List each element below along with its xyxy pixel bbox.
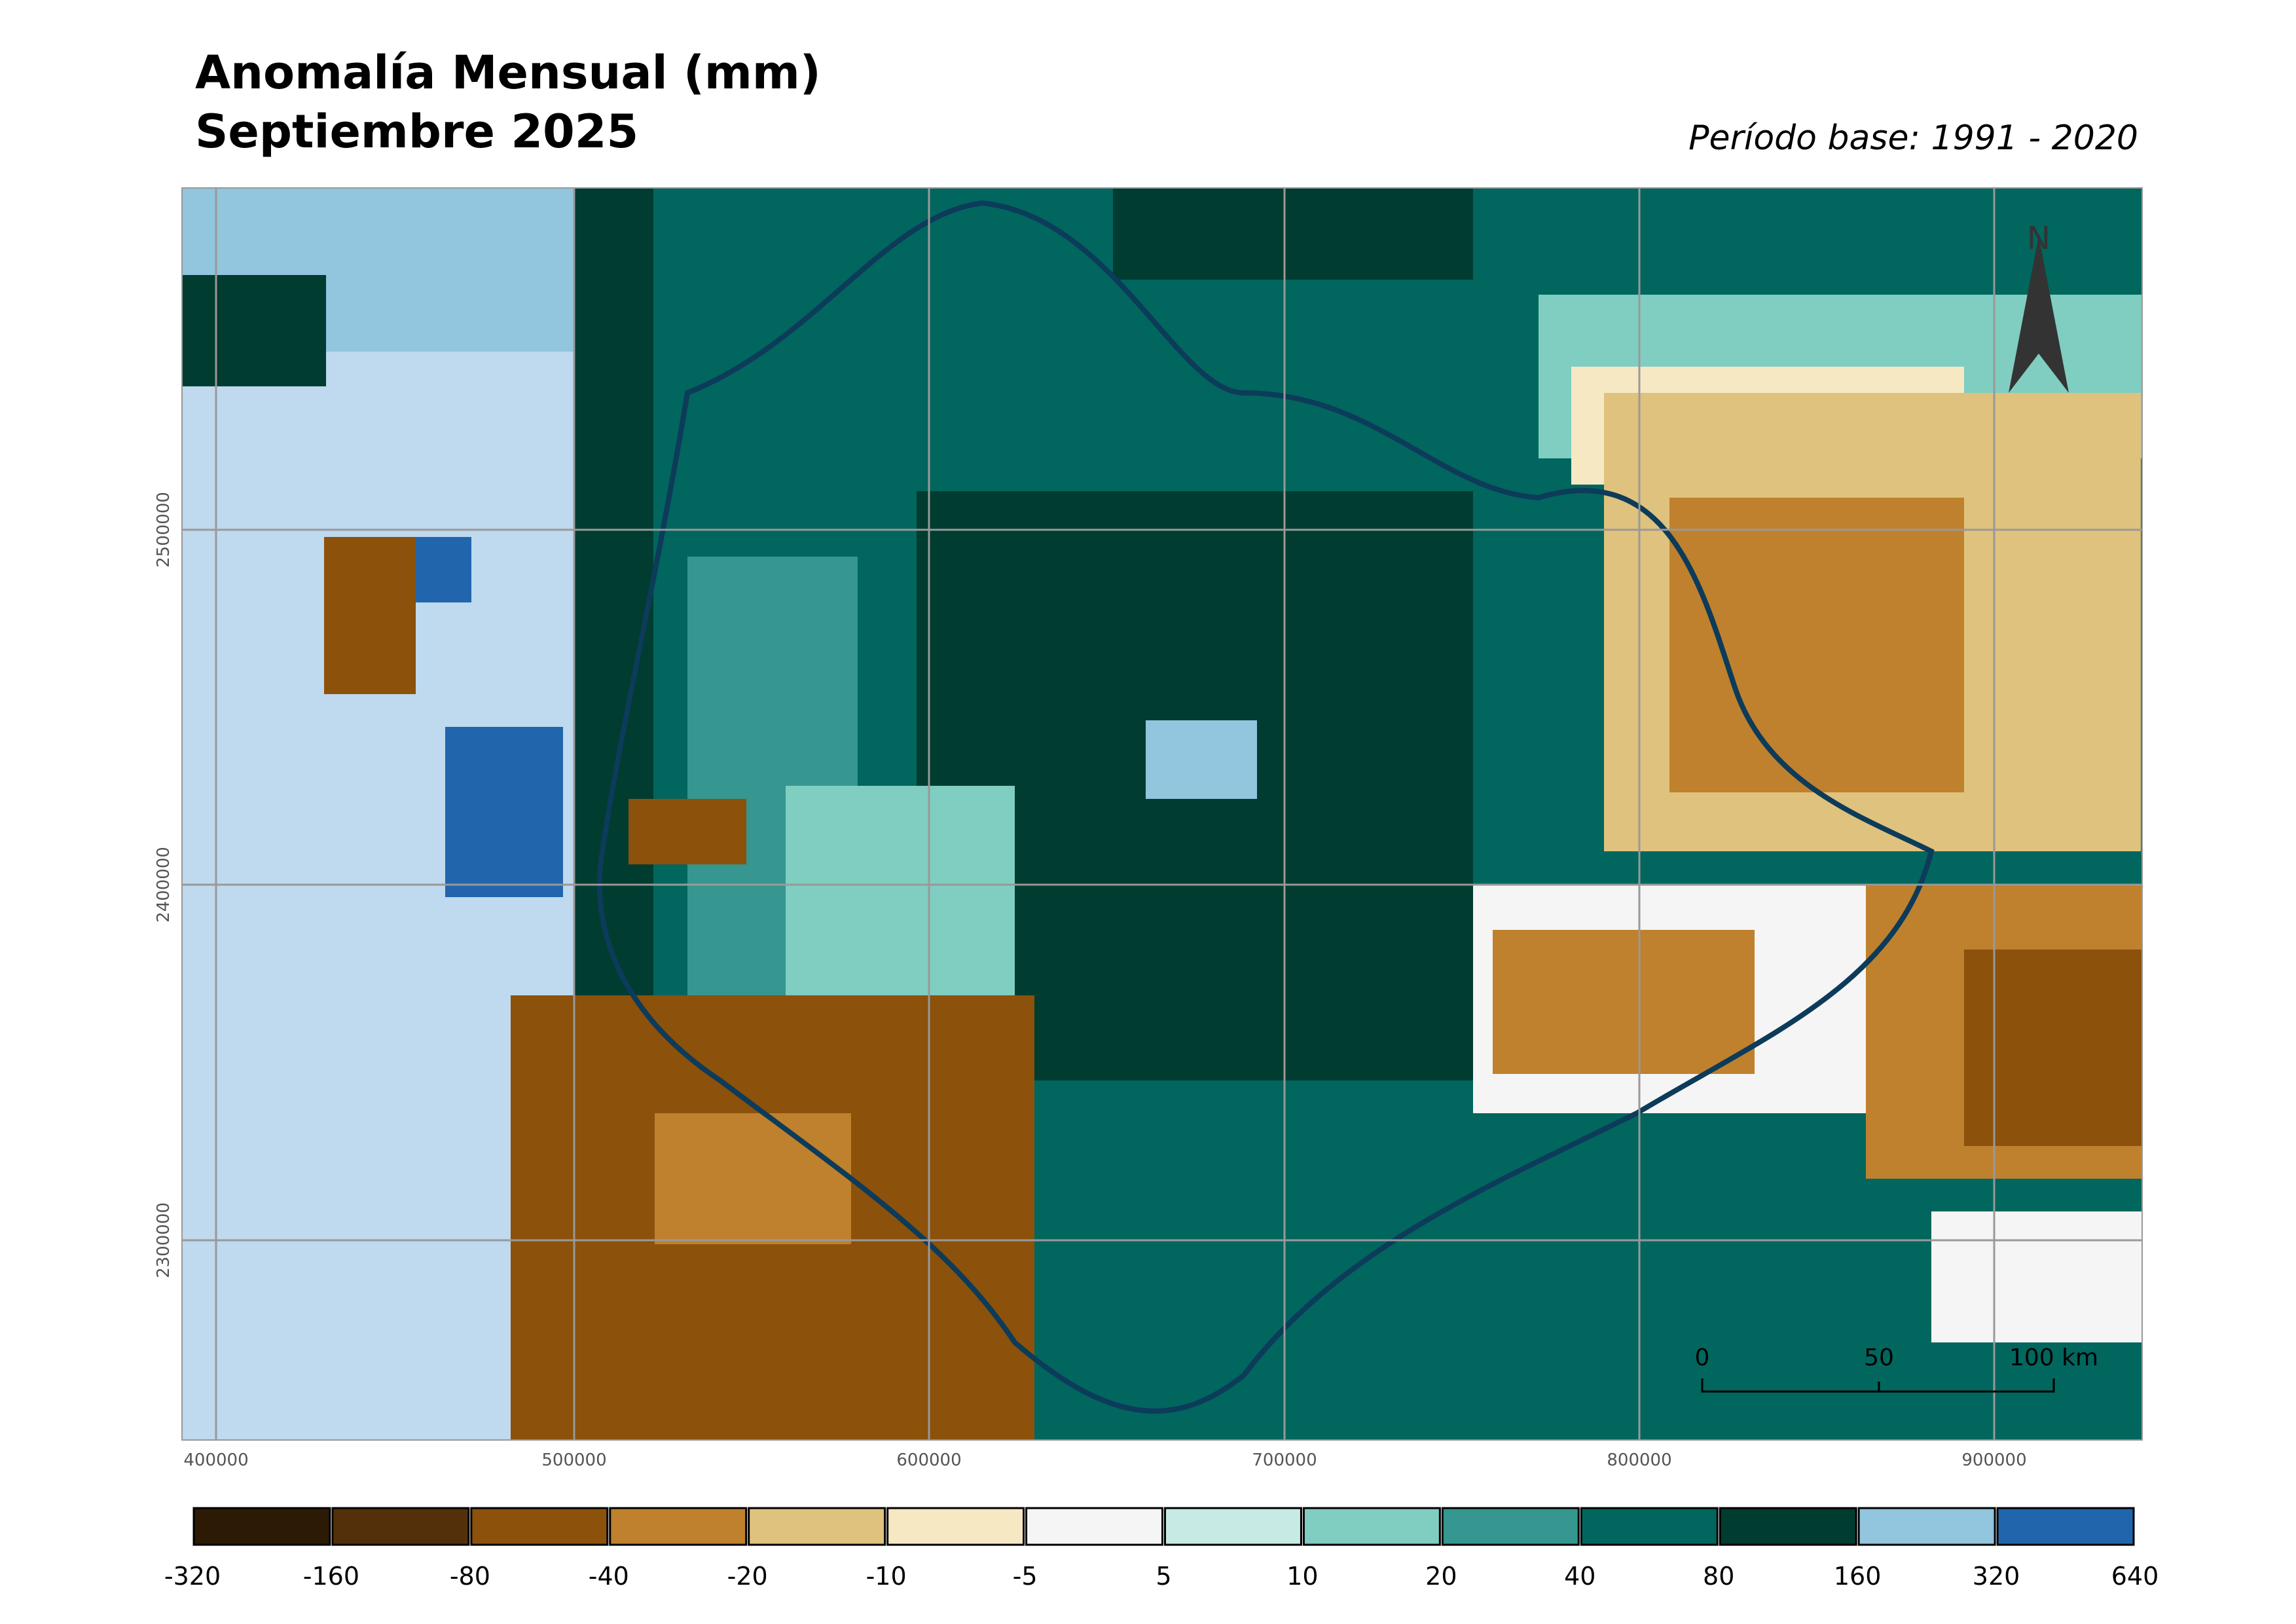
legend-label: 5 (1156, 1562, 1171, 1591)
legend: -320 -160 -80 -40 -20 -10 -5 5 10 20 40 80 160 320 640 (164, 1507, 2159, 1591)
legend-label: 40 (1564, 1562, 1595, 1591)
legend-label: 320 (1973, 1562, 2020, 1591)
legend-swatch (1441, 1507, 1580, 1546)
legend-label: 20 (1425, 1562, 1457, 1591)
scale-label: 100 km (2009, 1344, 2098, 1371)
legend-swatch (1025, 1507, 1163, 1546)
y-tick-label: 2500000 (154, 492, 173, 568)
x-tick-label: 400000 (183, 1450, 248, 1470)
x-tick-label: 500000 (541, 1450, 606, 1470)
legend-label: -320 (164, 1562, 221, 1591)
legend-label: -80 (450, 1562, 490, 1591)
legend-label: 10 (1286, 1562, 1318, 1591)
title-line: Septiembre 2025 (195, 105, 638, 158)
subtitle: Período base: 1991 - 2020 (1688, 119, 2138, 158)
legend-label: 160 (1834, 1562, 1882, 1591)
x-tick-label: 700000 (1252, 1450, 1317, 1470)
y-tick-label: 2400000 (154, 847, 173, 923)
legend-swatch (1857, 1507, 1996, 1546)
legend-swatch (748, 1507, 886, 1546)
legend-swatch (192, 1507, 331, 1546)
legend-swatch (331, 1507, 470, 1546)
legend-label: -160 (303, 1562, 359, 1591)
scale-label: 50 (1864, 1344, 1894, 1371)
legend-label: -5 (1013, 1562, 1038, 1591)
x-tick-label: 600000 (896, 1450, 961, 1470)
legend-swatch (470, 1507, 609, 1546)
legend-swatch (886, 1507, 1025, 1546)
scale-bar (1701, 1378, 2055, 1393)
legend-label: 640 (2111, 1562, 2159, 1591)
legend-label: -40 (589, 1562, 629, 1591)
legend-label: 80 (1703, 1562, 1734, 1591)
legend-label: -10 (866, 1562, 907, 1591)
north-arrow (2009, 236, 2069, 393)
legend-swatch (1302, 1507, 1441, 1546)
legend-swatch (1164, 1507, 1302, 1546)
title-line: Anomalía Mensual (mm) (195, 46, 821, 100)
map: N 0 50 100 km (181, 187, 2143, 1441)
legend-swatch (1580, 1507, 1719, 1546)
grid (182, 188, 2142, 1440)
x-tick-label: 800000 (1607, 1450, 1671, 1470)
scale-label: 0 (1695, 1344, 1710, 1371)
legend-swatch (1719, 1507, 1857, 1546)
x-tick-label: 900000 (1961, 1450, 2026, 1470)
legend-label: -20 (727, 1562, 768, 1591)
legend-swatch (1996, 1507, 2135, 1546)
north-label: N (2027, 220, 2050, 257)
y-tick-label: 2300000 (154, 1202, 173, 1278)
legend-swatch (609, 1507, 748, 1546)
